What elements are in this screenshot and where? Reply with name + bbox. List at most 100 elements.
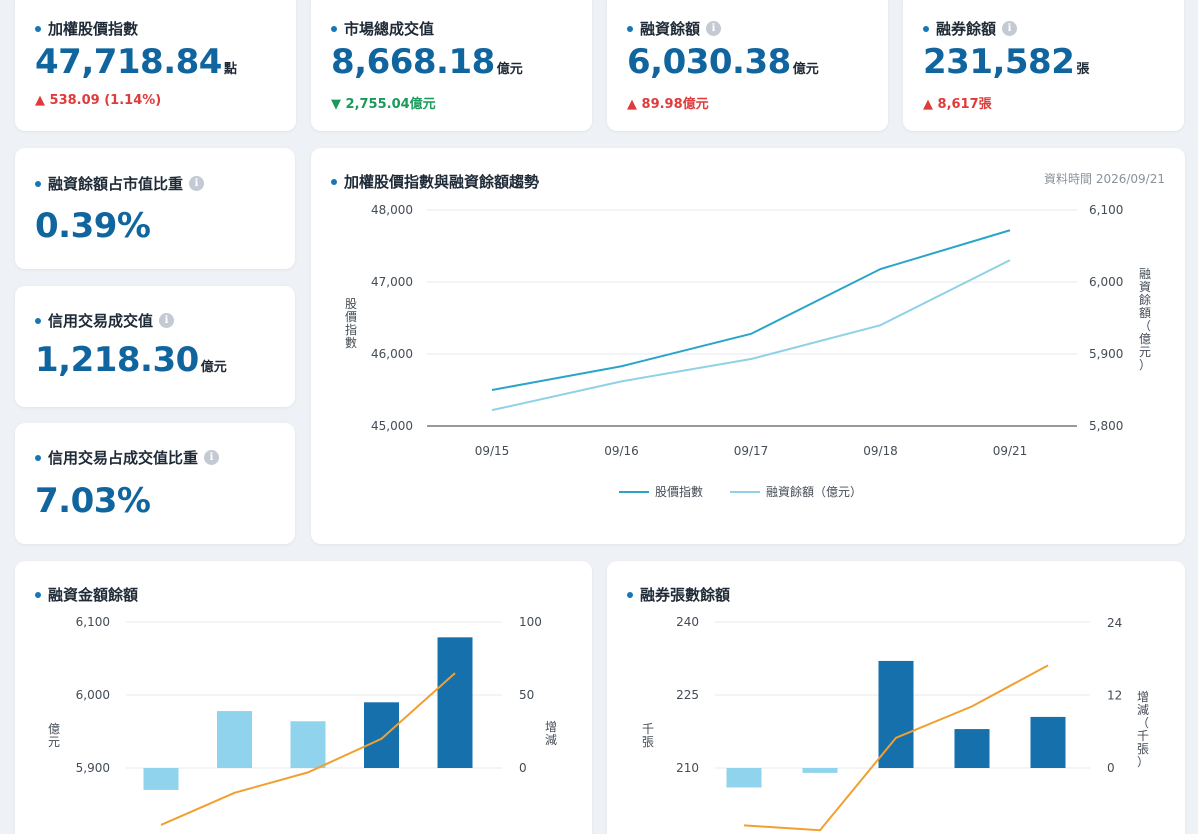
bar: [217, 711, 252, 768]
chart-title: 加權股價指數與融資餘額趨勢: [331, 171, 539, 192]
kpi-card-turnover: 市場總成交值 8,668.18 億元 ▼ 2,755.04億元: [311, 0, 592, 131]
y-axis-label: 價: [345, 310, 357, 324]
short-balance-card: 融券張數餘額 210 225 240 0 12 24 千張增減（千張）: [607, 561, 1185, 834]
bar: [143, 768, 179, 790]
y2-axis-label: 減: [545, 732, 557, 747]
x-tick-label: 09/15: [475, 444, 510, 458]
legend-item-margin[interactable]: 融資餘額（億元）: [730, 483, 862, 500]
y2-axis-label: （: [1137, 716, 1149, 730]
info-icon[interactable]: i: [189, 176, 205, 191]
kpi-change: ▼ 2,755.04億元: [331, 97, 436, 112]
y2-axis-label: ）: [1139, 358, 1151, 372]
bullet-dot-icon: [35, 317, 41, 324]
bullet-dot-icon: [35, 180, 41, 187]
x-tick-label: 09/21: [993, 444, 1028, 458]
bullet-dot-icon: [923, 25, 929, 32]
bullet-dot-icon: [627, 591, 633, 598]
y2-tick-label: 24: [1107, 616, 1122, 630]
y-axis-label: 股: [345, 297, 357, 311]
y-axis-label: 指: [345, 322, 357, 337]
y-tick-label: 210: [676, 761, 699, 775]
y2-axis-label: （: [1139, 319, 1151, 333]
y-tick-label: 5,900: [76, 761, 110, 775]
y2-axis-label: 減: [1137, 702, 1149, 717]
legend-swatch: [730, 490, 760, 493]
y2-axis-label: 融: [1139, 267, 1151, 281]
kpi-title: 融券餘額 i: [923, 18, 1018, 39]
kpi-change: ▲ 538.09 (1.14%): [35, 93, 162, 108]
y-tick-label: 225: [676, 688, 699, 702]
up-arrow-icon: ▲: [923, 97, 933, 112]
legend-swatch: [619, 490, 649, 493]
bullet-dot-icon: [35, 591, 41, 598]
margin-balance-card: 融資金額餘額 5,900 6,000 6,100 0 50 100 億元 增減: [15, 561, 592, 834]
series-line-index: [491, 229, 1011, 391]
y2-tick-label: 50: [519, 688, 534, 702]
y2-axis-label: 增: [1137, 690, 1149, 704]
y2-axis-label: 張: [1137, 742, 1149, 756]
x-tick-label: 09/17: [734, 444, 769, 458]
series-line-change: [160, 672, 456, 826]
y2-axis-label: 額: [1139, 306, 1151, 320]
kpi-title: 加權股價指數: [35, 18, 138, 39]
y2-tick-label: 0: [519, 761, 527, 775]
info-icon[interactable]: i: [204, 450, 220, 465]
y2-axis-label: 餘: [1139, 292, 1151, 307]
y-axis-label: 元: [48, 735, 60, 749]
y-axis-label: 張: [642, 735, 654, 749]
kpi-card-margin-ratio: 融資餘額占市值比重 i 0.39%: [15, 148, 295, 269]
kpi-change: ▲ 8,617張: [923, 97, 992, 112]
kpi-title: 融資餘額占市值比重 i: [35, 173, 205, 194]
series-line-margin: [491, 259, 1011, 412]
info-icon[interactable]: i: [159, 313, 175, 328]
y-tick-label: 48,000: [371, 203, 413, 217]
y2-axis-label: ）: [1137, 755, 1149, 769]
x-tick-label: 09/16: [604, 444, 639, 458]
y2-tick-label: 100: [519, 615, 542, 629]
y-axis-label: 數: [345, 336, 357, 350]
chart-title: 融券張數餘額: [627, 584, 730, 605]
kpi-title: 市場總成交值: [331, 18, 434, 39]
kpi-value: 8,668.18 億元: [331, 42, 523, 82]
y2-tick-label: 6,100: [1089, 203, 1123, 217]
kpi-value: 0.39%: [35, 206, 151, 246]
kpi-card-index: 加權股價指數 47,718.84 點 ▲ 538.09 (1.14%): [15, 0, 296, 131]
bullet-dot-icon: [627, 25, 633, 32]
legend-item-index[interactable]: 股價指數: [619, 483, 703, 500]
bullet-dot-icon: [35, 454, 41, 461]
y-tick-label: 240: [676, 615, 699, 629]
bar: [878, 660, 914, 768]
y2-tick-label: 12: [1107, 689, 1122, 703]
kpi-card-credit-turnover: 信用交易成交值 i 1,218.30 億元: [15, 286, 295, 407]
y2-axis-label: 千: [1137, 729, 1149, 743]
info-icon[interactable]: i: [706, 21, 722, 36]
bar: [954, 729, 990, 768]
series-line-change: [743, 664, 1049, 832]
bar: [1030, 716, 1066, 768]
data-time: 資料時間 2026/09/21: [1044, 172, 1165, 186]
y-tick-label: 6,000: [76, 688, 110, 702]
y-axis-label: 千: [642, 722, 654, 736]
bullet-dot-icon: [35, 25, 41, 32]
bar: [726, 768, 762, 788]
y2-tick-label: 0: [1107, 761, 1115, 775]
kpi-card-margin: 融資餘額 i 6,030.38 億元 ▲ 89.98億元: [607, 0, 888, 131]
kpi-card-short: 融券餘額 i 231,582 張 ▲ 8,617張: [903, 0, 1184, 131]
bar: [802, 768, 838, 773]
kpi-value: 231,582 張: [923, 42, 1090, 82]
kpi-value: 7.03%: [35, 481, 151, 521]
info-icon[interactable]: i: [1002, 21, 1018, 36]
bar: [364, 702, 399, 768]
trend-chart: 45,000 46,000 47,000 48,000 5,800 5,900 6,000 6…: [345, 203, 1151, 458]
kpi-value: 1,218.30 億元: [35, 340, 227, 380]
kpi-value: 6,030.38 億元: [627, 42, 819, 82]
up-arrow-icon: ▲: [627, 97, 637, 112]
y2-tick-label: 6,000: [1089, 275, 1123, 289]
bullet-dot-icon: [331, 178, 337, 185]
trend-chart-card: 加權股價指數與融資餘額趨勢 資料時間 2026/09/21 45,000 46,0…: [311, 148, 1185, 544]
margin-balance-chart: 5,900 6,000 6,100 0 50 100 億元 增減: [48, 615, 557, 826]
y-tick-label: 45,000: [371, 419, 413, 433]
kpi-card-credit-ratio: 信用交易占成交值比重 i 7.03%: [15, 423, 295, 544]
bullet-dot-icon: [331, 25, 337, 32]
